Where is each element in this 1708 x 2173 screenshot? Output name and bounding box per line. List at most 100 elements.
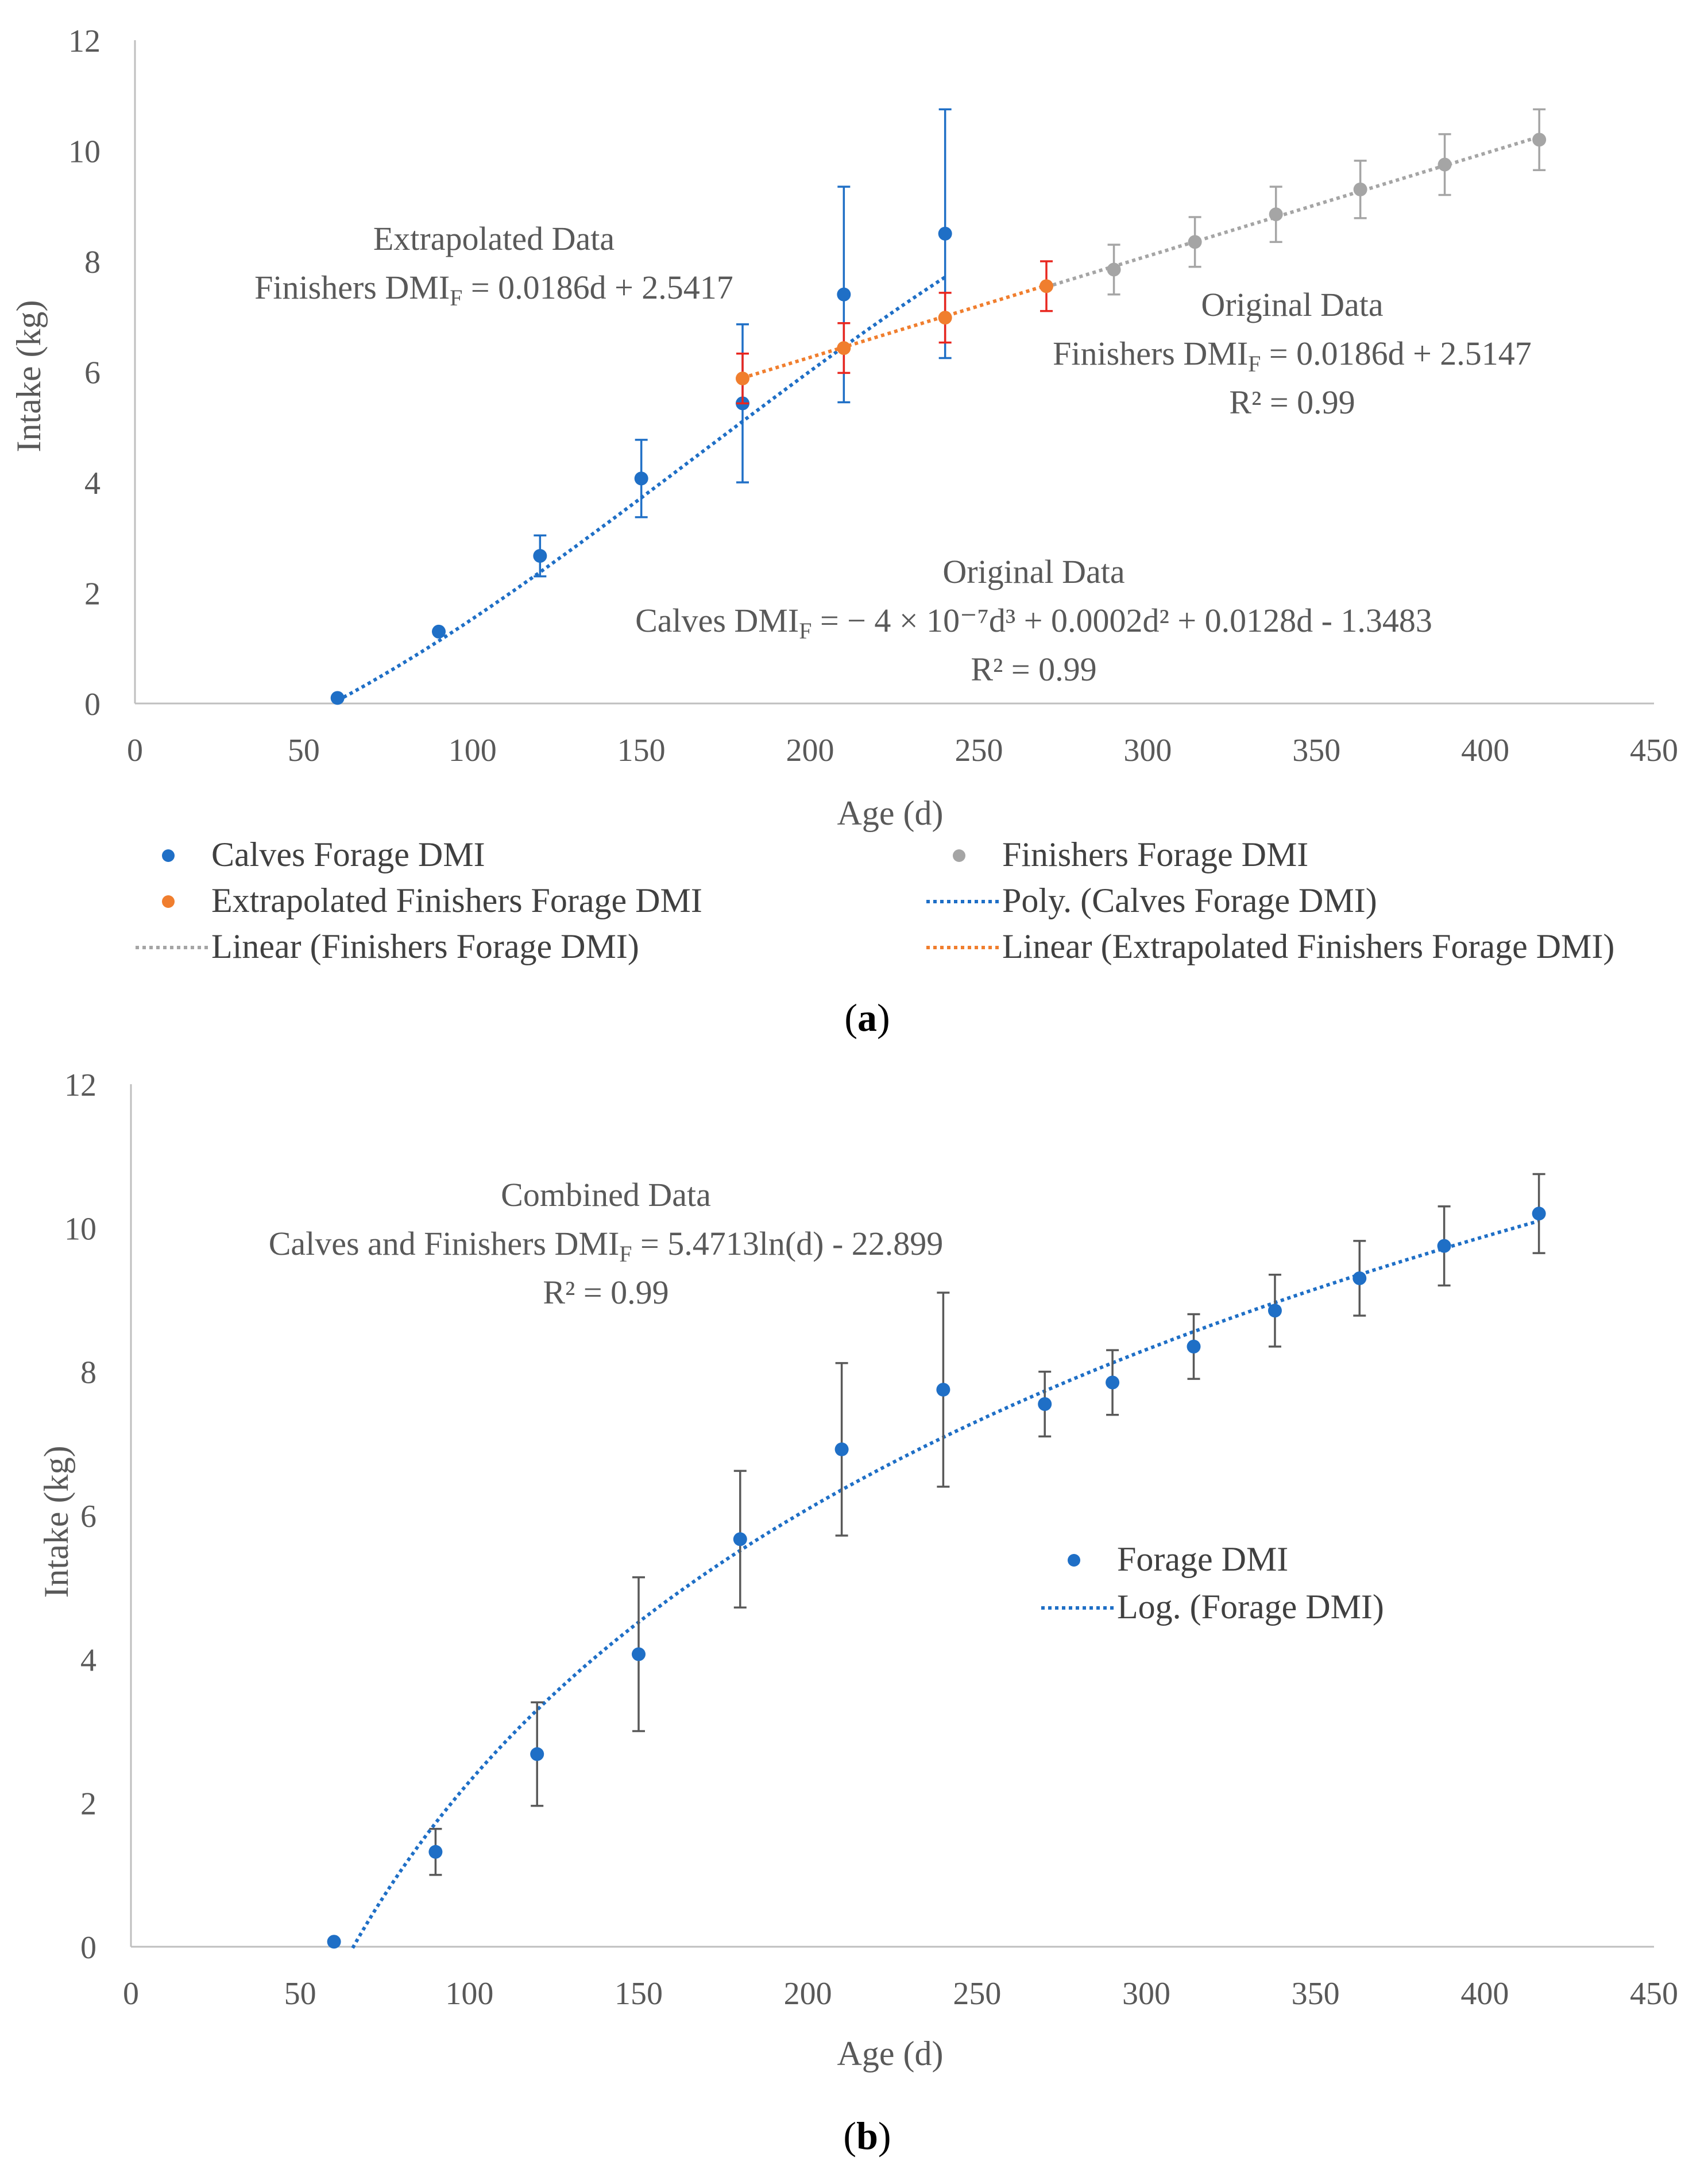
- x-tick-label: 0: [127, 733, 143, 768]
- chart-a-x-axis-title: Age (d): [837, 794, 944, 832]
- chart-a-marks: [330, 108, 1547, 705]
- x-tick-label: 450: [1630, 733, 1678, 768]
- annotation-line: R² = 0.99: [1229, 384, 1355, 421]
- data-point-series-2: [1188, 235, 1202, 249]
- data-point-series-2: [1532, 133, 1547, 147]
- chart-a-panel-caption: (a): [844, 996, 890, 1039]
- trendline-2: [1046, 135, 1540, 289]
- y-tick-label: 2: [80, 1787, 96, 1822]
- chart-a-panel-label: a: [857, 996, 877, 1039]
- x-tick-label: 450: [1630, 1976, 1678, 2012]
- chart-b-annotations: Combined Data Calves and Finishers DMIF =…: [269, 1176, 944, 1311]
- data-point-series-1: [327, 1935, 341, 1949]
- data-point-series-1: [936, 1382, 950, 1397]
- data-point-series-1: [834, 1442, 849, 1456]
- data-point-series-1: [530, 1747, 544, 1761]
- data-point-series-1: [938, 226, 952, 241]
- y-tick-label: 2: [84, 577, 101, 612]
- y-tick-label: 0: [84, 687, 101, 722]
- chart-b-y-axis-title: Intake (kg): [37, 1446, 75, 1598]
- x-tick-label: 350: [1292, 733, 1340, 768]
- chart-a-legend: Calves Forage DMI Finishers Forage DMI Ext…: [136, 836, 1614, 965]
- data-point-series-1: [1106, 1375, 1120, 1390]
- trendline-3: [742, 284, 1047, 380]
- data-point-series-1: [1532, 1207, 1546, 1221]
- data-point-series-1: [1353, 1271, 1367, 1285]
- x-tick-label: 400: [1460, 1976, 1509, 2012]
- y-tick-label: 12: [64, 1068, 96, 1103]
- y-tick-label: 8: [84, 245, 101, 280]
- x-tick-label: 200: [786, 733, 834, 768]
- annotation-line: Finishers DMIF = 0.0186d + 2.5147: [1053, 335, 1532, 377]
- annotation-line: Original Data: [942, 553, 1125, 590]
- legend-label: Linear (Finishers Forage DMI): [211, 927, 639, 965]
- data-point-series-1: [330, 691, 345, 705]
- y-tick-label: 6: [80, 1499, 96, 1534]
- chart-b-legend: Forage DMI Log. (Forage DMI): [1041, 1540, 1384, 1626]
- chart-b-panel-caption: (b): [843, 2114, 891, 2157]
- data-point-series-1: [1268, 1304, 1282, 1318]
- legend-marker: [162, 895, 175, 908]
- legend-label: Calves Forage DMI: [211, 836, 485, 873]
- annotation-line: Combined Data: [501, 1176, 711, 1213]
- data-point-series-3: [837, 341, 851, 355]
- data-point-series-1: [632, 1647, 646, 1661]
- data-point-series-1: [733, 1532, 747, 1546]
- data-point-series-1: [634, 471, 648, 486]
- trendline-1: [351, 1219, 1540, 1949]
- annotation-line: Calves DMIF = − 4 × 10⁻⁷d³ + 0.0002d² + …: [635, 602, 1432, 644]
- legend-label: Poly. (Calves Forage DMI): [1002, 881, 1377, 919]
- x-tick-label: 200: [784, 1976, 832, 2012]
- y-tick-label: 8: [80, 1355, 96, 1391]
- x-tick-label: 300: [1123, 733, 1172, 768]
- legend-label: Extrapolated Finishers Forage DMI: [211, 881, 702, 919]
- x-tick-label: 400: [1461, 733, 1509, 768]
- x-tick-label: 250: [953, 1976, 1001, 2012]
- annotation-line: R² = 0.99: [543, 1274, 668, 1311]
- data-point-series-1: [1437, 1239, 1451, 1253]
- x-tick-label: 100: [449, 733, 497, 768]
- data-point-series-1: [432, 624, 446, 639]
- chart-b-panel-label: b: [856, 2114, 878, 2157]
- x-tick-label: 50: [288, 733, 320, 768]
- y-tick-label: 4: [84, 466, 101, 501]
- annotation-line: Finishers DMIF = 0.0186d + 2.5417: [254, 269, 733, 311]
- annotation-line: Calves and Finishers DMIF = 5.4713ln(d) …: [269, 1225, 944, 1267]
- chart-b-axes: 0 50 100 150 200 250 300 350 400 450 0 2 4 6 8 10 12: [64, 1068, 1678, 2012]
- x-tick-label: 0: [123, 1976, 139, 2012]
- x-tick-label: 50: [284, 1976, 316, 2012]
- legend-label: Log. (Forage DMI): [1117, 1588, 1384, 1626]
- x-tick-label: 150: [617, 733, 666, 768]
- annotation-line: R² = 0.99: [971, 651, 1096, 688]
- legend-marker: [953, 849, 965, 862]
- x-tick-label: 100: [445, 1976, 493, 2012]
- legend-marker: [1068, 1554, 1080, 1567]
- chart-b-marks: [327, 1173, 1546, 1949]
- chart-b-trendlines: [351, 1219, 1540, 1949]
- data-point-series-2: [1353, 182, 1367, 196]
- data-point-series-1: [837, 287, 851, 301]
- x-tick-label: 250: [955, 733, 1003, 768]
- y-tick-label: 4: [80, 1642, 96, 1678]
- chart-b-x-axis-title: Age (d): [837, 2035, 944, 2073]
- y-tick-label: 10: [64, 1211, 96, 1247]
- data-point-series-1: [1038, 1397, 1052, 1411]
- chart-a-y-axis-title: Intake (kg): [10, 300, 48, 453]
- data-point-series-1: [428, 1845, 443, 1859]
- x-tick-label: 350: [1292, 1976, 1340, 2012]
- chart-a-axes: 0 50 100 150 200 250 300 350 400 450 0 2 4 6 8 10 12: [68, 24, 1678, 768]
- data-point-series-1: [1187, 1339, 1201, 1354]
- data-point-series-3: [1040, 279, 1053, 293]
- data-point-series-1: [533, 549, 547, 563]
- legend-marker: [162, 849, 175, 862]
- y-tick-label: 10: [68, 134, 101, 170]
- x-tick-label: 150: [615, 1976, 663, 2012]
- data-point-series-2: [1107, 262, 1121, 277]
- chart-a: 0 50 100 150 200 250 300 350 400 450 0 2 4 6 8 10 12 Int…: [10, 24, 1678, 1039]
- data-point-series-3: [938, 311, 952, 325]
- legend-label: Linear (Extrapolated Finishers Forage DM…: [1002, 927, 1614, 965]
- data-point-series-2: [1269, 207, 1283, 222]
- chart-a-annotations: Extrapolated Data Finishers DMIF = 0.0186…: [254, 220, 1532, 688]
- annotation-line: Extrapolated Data: [373, 220, 615, 257]
